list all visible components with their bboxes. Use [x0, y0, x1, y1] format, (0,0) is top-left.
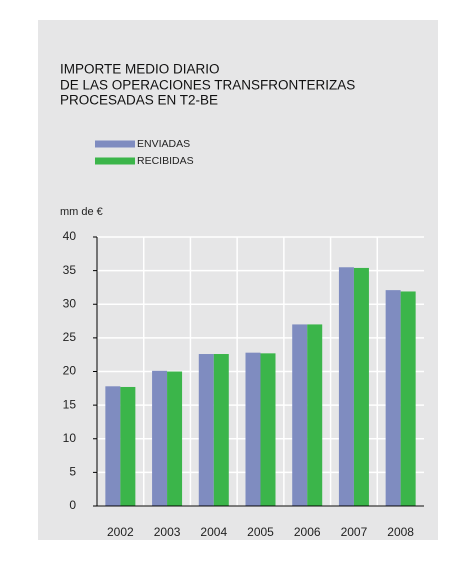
y-tick-label: 35	[63, 263, 77, 277]
x-tick-label: 2007	[341, 525, 368, 539]
y-axis-label: mm de €	[60, 206, 103, 218]
chart-title: PROCESADAS EN T2-BE	[60, 93, 218, 108]
y-tick-label: 0	[69, 498, 76, 512]
bar	[400, 291, 416, 506]
legend-swatch	[95, 140, 135, 148]
bar	[120, 386, 136, 506]
bar	[385, 290, 401, 506]
y-tick-label: 30	[63, 296, 77, 310]
bar	[167, 371, 183, 506]
chart-title: IMPORTE MEDIO DIARIO	[60, 62, 220, 77]
y-tick-label: 25	[63, 330, 77, 344]
bar	[353, 267, 369, 506]
y-tick-label: 15	[63, 397, 77, 411]
bar	[105, 386, 121, 506]
y-tick-label: 10	[63, 431, 77, 445]
panel	[38, 20, 438, 540]
x-tick-label: 2006	[294, 525, 321, 539]
bar	[260, 353, 276, 506]
legend-label: ENVIADAS	[137, 138, 190, 150]
legend-label: RECIBIDAS	[137, 155, 194, 167]
x-tick-label: 2002	[107, 525, 134, 539]
bar	[245, 352, 261, 506]
x-tick-label: 2004	[200, 525, 227, 539]
legend-swatch	[95, 157, 135, 165]
bar	[152, 370, 168, 506]
y-tick-label: 20	[63, 364, 77, 378]
y-tick-label: 40	[63, 229, 77, 243]
bar	[213, 354, 229, 506]
bar	[198, 354, 214, 506]
x-tick-label: 2005	[247, 525, 274, 539]
bar	[292, 324, 308, 506]
x-tick-label: 2003	[154, 525, 181, 539]
y-tick-label: 5	[69, 465, 76, 479]
x-tick-label: 2008	[387, 525, 414, 539]
bar	[307, 324, 323, 506]
bar	[338, 267, 354, 506]
chart-title: DE LAS OPERACIONES TRANSFRONTERIZAS	[60, 78, 355, 93]
